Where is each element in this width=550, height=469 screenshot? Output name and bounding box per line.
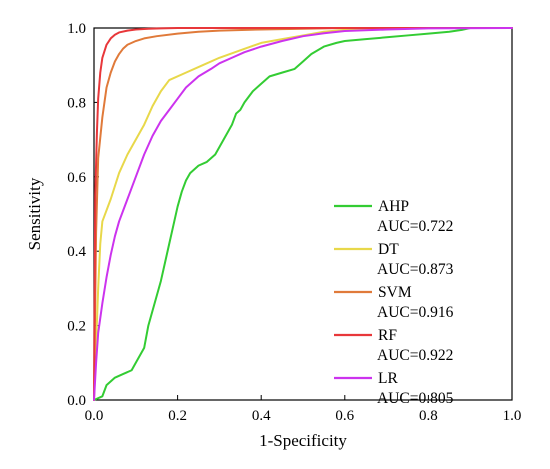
- series-line-svm: [93, 27, 513, 401]
- x-tick-label: 0.0: [85, 408, 104, 424]
- legend-label-rf: RF: [378, 327, 397, 344]
- legend-label-ahp: AHP: [378, 198, 409, 215]
- y-tick-label: 0.4: [67, 244, 86, 260]
- series-line-dt: [93, 27, 513, 401]
- series-line-lr: [93, 27, 513, 401]
- axis-tick-labels: 0.0 0.2 0.4 0.6 0.8 1.0 0.0 0.2 0.4 0.6 0.8 1.0: [67, 21, 521, 424]
- x-axis-title: 1-Specificity: [259, 431, 347, 450]
- plot-frame: [93, 27, 513, 401]
- legend-label-svm: SVM: [378, 284, 412, 301]
- legend-label-dt: DT: [378, 241, 399, 258]
- x-tick-label: 0.6: [335, 408, 354, 424]
- legend-auc-svm: AUC=0.916: [377, 304, 454, 321]
- series-lines: [93, 27, 513, 401]
- y-tick-label: 0.2: [67, 319, 86, 335]
- legend-auc-lr: AUC=0.805: [377, 390, 454, 407]
- x-tick-label: 0.8: [419, 408, 438, 424]
- series-line-ahp: [93, 27, 513, 401]
- legend: AHP AUC=0.722 DT AUC=0.873 SVM AUC=0.916 RF AUC…: [334, 198, 454, 407]
- y-tick-label: 1.0: [67, 21, 86, 37]
- x-tick-label: 0.2: [168, 408, 187, 424]
- axis-ticks: [93, 27, 513, 401]
- x-tick-label: 0.4: [252, 408, 271, 424]
- series-line-rf: [93, 27, 513, 401]
- plot-border: [93, 27, 513, 401]
- legend-label-lr: LR: [378, 370, 398, 387]
- y-axis-title: Sensitivity: [25, 177, 44, 250]
- legend-auc-ahp: AUC=0.722: [377, 218, 453, 235]
- y-tick-label: 0.6: [67, 170, 86, 186]
- legend-auc-rf: AUC=0.922: [377, 347, 453, 364]
- y-tick-label: 0.8: [67, 95, 86, 111]
- legend-auc-dt: AUC=0.873: [377, 261, 454, 278]
- x-tick-label: 1.0: [503, 408, 522, 424]
- y-tick-label: 0.0: [67, 393, 86, 409]
